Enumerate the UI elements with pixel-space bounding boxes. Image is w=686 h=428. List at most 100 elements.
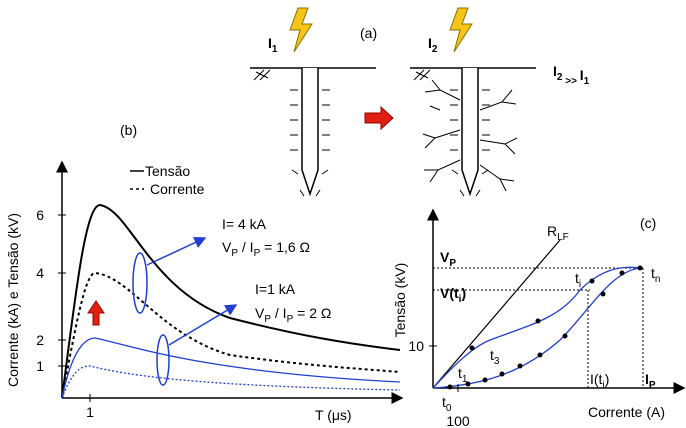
transition-arrow <box>364 105 394 131</box>
subscript: >> <box>562 76 579 87</box>
y-tick-label: 4 <box>36 265 44 281</box>
y-tick-label: 10 <box>408 338 424 354</box>
panel-c: (c) Tensão (kV) Corrente (A) 10 100 VP V… <box>392 208 686 428</box>
text-part: I(t <box>590 371 603 387</box>
tick-marks <box>58 214 91 402</box>
curve-group-marker <box>132 252 148 314</box>
voltage-label: VP <box>440 249 456 269</box>
text-part: V <box>440 249 450 265</box>
subscript: P <box>449 258 456 269</box>
ground-hatch <box>413 69 431 81</box>
vi-curve-upper <box>432 266 641 389</box>
current-label: I(ti) <box>590 371 609 391</box>
increase-arrow <box>87 300 105 326</box>
current-curve-low <box>61 365 401 399</box>
line-label: RLF <box>547 223 569 243</box>
text-part: / I <box>271 305 287 321</box>
subscript: n <box>655 274 661 285</box>
x-axis-label: T (μs) <box>315 407 352 423</box>
text-part: t <box>575 270 579 286</box>
tick-marks <box>429 345 459 392</box>
annotation-arrow <box>168 304 238 346</box>
panel-label: (b) <box>120 122 137 138</box>
text-part: I <box>268 35 272 51</box>
current-curve-high <box>61 271 401 399</box>
y-axis-label: Corrente (kA) e Tensão (kV) <box>5 213 21 387</box>
soil-field-lines <box>290 89 330 197</box>
subscript: 3 <box>494 356 500 367</box>
guide-lines <box>433 267 644 388</box>
text-part: t <box>442 394 446 410</box>
subscript: P <box>264 314 271 325</box>
subscript: LF <box>557 232 569 243</box>
subscript: i <box>602 380 604 391</box>
lightning-bolt <box>289 7 313 53</box>
text-part: t <box>490 347 494 363</box>
text-part: V <box>255 305 265 321</box>
text-part: V <box>440 285 450 301</box>
current-label: IP <box>645 371 656 391</box>
y-axis-label: Tensão (kV) <box>392 263 408 338</box>
text-part: / I <box>238 239 254 255</box>
curve-group-marker <box>156 334 170 386</box>
current-comparison: I2 >> I1 <box>553 63 590 87</box>
lightning-bolt <box>449 7 473 53</box>
subscript: 0 <box>446 403 452 414</box>
panel-label: (c) <box>640 215 656 231</box>
text-part: = 1,6 Ω <box>260 239 310 255</box>
vi-curve-lower <box>432 267 641 389</box>
ground-hatch <box>253 69 271 81</box>
text-part: I <box>553 63 557 79</box>
text-part: I <box>428 35 432 51</box>
text-part: V <box>222 239 232 255</box>
subscript: P <box>254 248 261 259</box>
subscript: 2 <box>432 44 438 55</box>
annotation: VP / IP = 1,6 Ω <box>222 239 310 259</box>
point-label: t1 <box>458 365 468 385</box>
subscript: 1 <box>462 374 468 385</box>
y-tick-label: 6 <box>36 207 44 223</box>
soil-ionization <box>422 79 518 192</box>
x-tick-label: 1 <box>86 404 94 420</box>
text-part: (t <box>449 285 459 301</box>
voltage-label: V(ti) <box>440 285 466 305</box>
voltage-curve-low <box>61 337 401 399</box>
point-label: t3 <box>490 347 500 367</box>
text-part: I <box>580 67 584 83</box>
current-label: I1 <box>268 35 278 55</box>
resistance-line <box>432 239 561 389</box>
y-tick-label: 1 <box>36 358 44 374</box>
current-label: I2 <box>428 35 438 55</box>
point-label: tn <box>651 265 660 285</box>
text-part: = 2 Ω <box>293 305 331 321</box>
subscript: i <box>579 279 581 290</box>
y-tick-label: 2 <box>36 332 44 348</box>
legend-label: Corrente <box>150 181 205 197</box>
panel-b: Tensão Corrente (b) 6 4 2 1 1 Corrente (… <box>5 122 404 423</box>
subscript: P <box>287 314 294 325</box>
text-part: R <box>547 223 557 239</box>
subscript: 2 <box>557 72 563 83</box>
soil-field-lines <box>450 89 490 197</box>
annotation: VP / IP = 2 Ω <box>255 305 331 325</box>
text-part: ) <box>461 285 466 301</box>
voltage-curve-high <box>61 203 401 399</box>
x-axis-label: Corrente (A) <box>588 404 665 420</box>
electrode <box>301 68 319 197</box>
point-label: t0 <box>442 394 452 414</box>
text-part: t <box>651 265 655 281</box>
subscript: P <box>231 248 238 259</box>
point-label: ti <box>575 270 581 290</box>
legend-label: Tensão <box>145 163 190 179</box>
subscript: P <box>649 380 656 391</box>
annotation: I=1 kA <box>255 281 296 297</box>
subscript: i <box>459 294 462 305</box>
panel-label: (a) <box>360 25 377 41</box>
panel-a: (a) I1 I2 I2 >> I1 <box>250 7 590 197</box>
text-part: I <box>645 371 649 387</box>
electrode <box>461 68 479 197</box>
annotation: I= 4 kA <box>222 216 267 232</box>
text-part: ) <box>605 371 610 387</box>
x-tick-label: 100 <box>446 413 470 428</box>
